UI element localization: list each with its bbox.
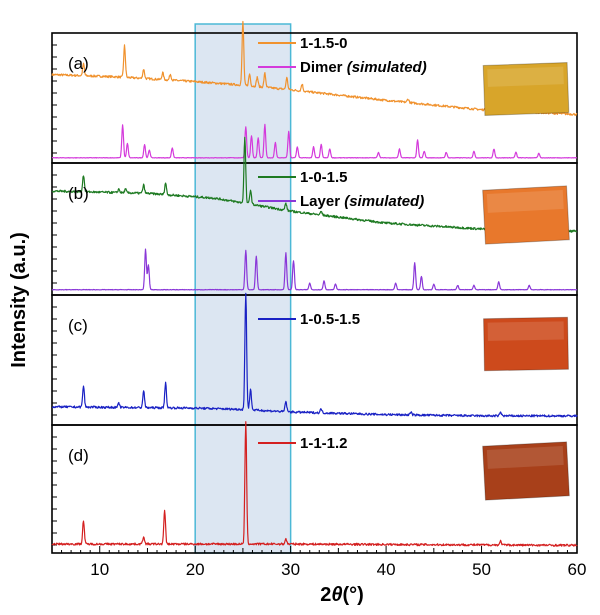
sample-image: [482, 185, 570, 245]
legend-entry: Dimer (simulated): [300, 59, 427, 76]
legend-entry: 1-1.5-0: [300, 35, 348, 52]
x-tick-label: 50: [472, 560, 491, 579]
series-line-1-0-5-1-5: [51, 292, 578, 418]
x-axis-title-unit: (°): [342, 584, 363, 606]
legend-entry: 1-0-1.5: [300, 169, 348, 186]
sample-image-body: [482, 185, 570, 245]
x-tick-label: 30: [281, 560, 300, 579]
panel-0: (a) 1-1.5-0 Dimer (simulated): [51, 20, 578, 164]
x-axis-title-var: θ: [331, 584, 342, 606]
sample-image-sheen: [486, 190, 564, 213]
sample-image-body: [482, 441, 570, 501]
x-tick-label: 40: [377, 560, 396, 579]
series-line-dimer: [51, 123, 578, 159]
sample-image-sheen: [486, 446, 564, 469]
y-axis-title: Intensity (a.u.): [8, 232, 30, 368]
panel-label: (d): [68, 446, 89, 465]
panel-label: (b): [68, 184, 89, 203]
legend-entry: Layer (simulated): [300, 193, 424, 210]
sample-image-sheen: [487, 66, 564, 87]
x-axis-title: 2θ(°): [320, 584, 364, 606]
series-line-layer: [51, 248, 578, 291]
sample-image-body: [483, 316, 569, 372]
sample-image: [483, 316, 569, 372]
panel-1: (b) 1-0-1.5 Layer (simulated): [51, 136, 578, 296]
legend-entry: 1-1-1.2: [300, 435, 348, 452]
panel-3: (d) 1-1-1.2: [51, 421, 578, 554]
sample-image-sheen: [487, 321, 564, 341]
panel-label: (c): [68, 316, 88, 335]
panel-label: (a): [68, 54, 89, 73]
legend-entry: 1-0.5-1.5: [300, 311, 360, 328]
sample-image: [482, 441, 570, 501]
x-tick-label: 20: [186, 560, 205, 579]
sample-image: [482, 62, 570, 116]
panels: (a) 1-1.5-0 Dimer (simulated) (b) 1-0-1.5 Lay…: [51, 20, 578, 554]
series-line-1-1-1-2: [51, 421, 578, 547]
x-axis: 10 20 30 40 50 60: [51, 546, 587, 579]
sample-image-body: [482, 62, 570, 116]
panel-frame: [51, 424, 578, 554]
x-tick-label: 10: [90, 560, 109, 579]
x-axis-title-prefix: 2: [320, 584, 331, 606]
x-tick-label: 60: [568, 560, 587, 579]
panel-2: (c) 1-0.5-1.5: [51, 292, 578, 426]
